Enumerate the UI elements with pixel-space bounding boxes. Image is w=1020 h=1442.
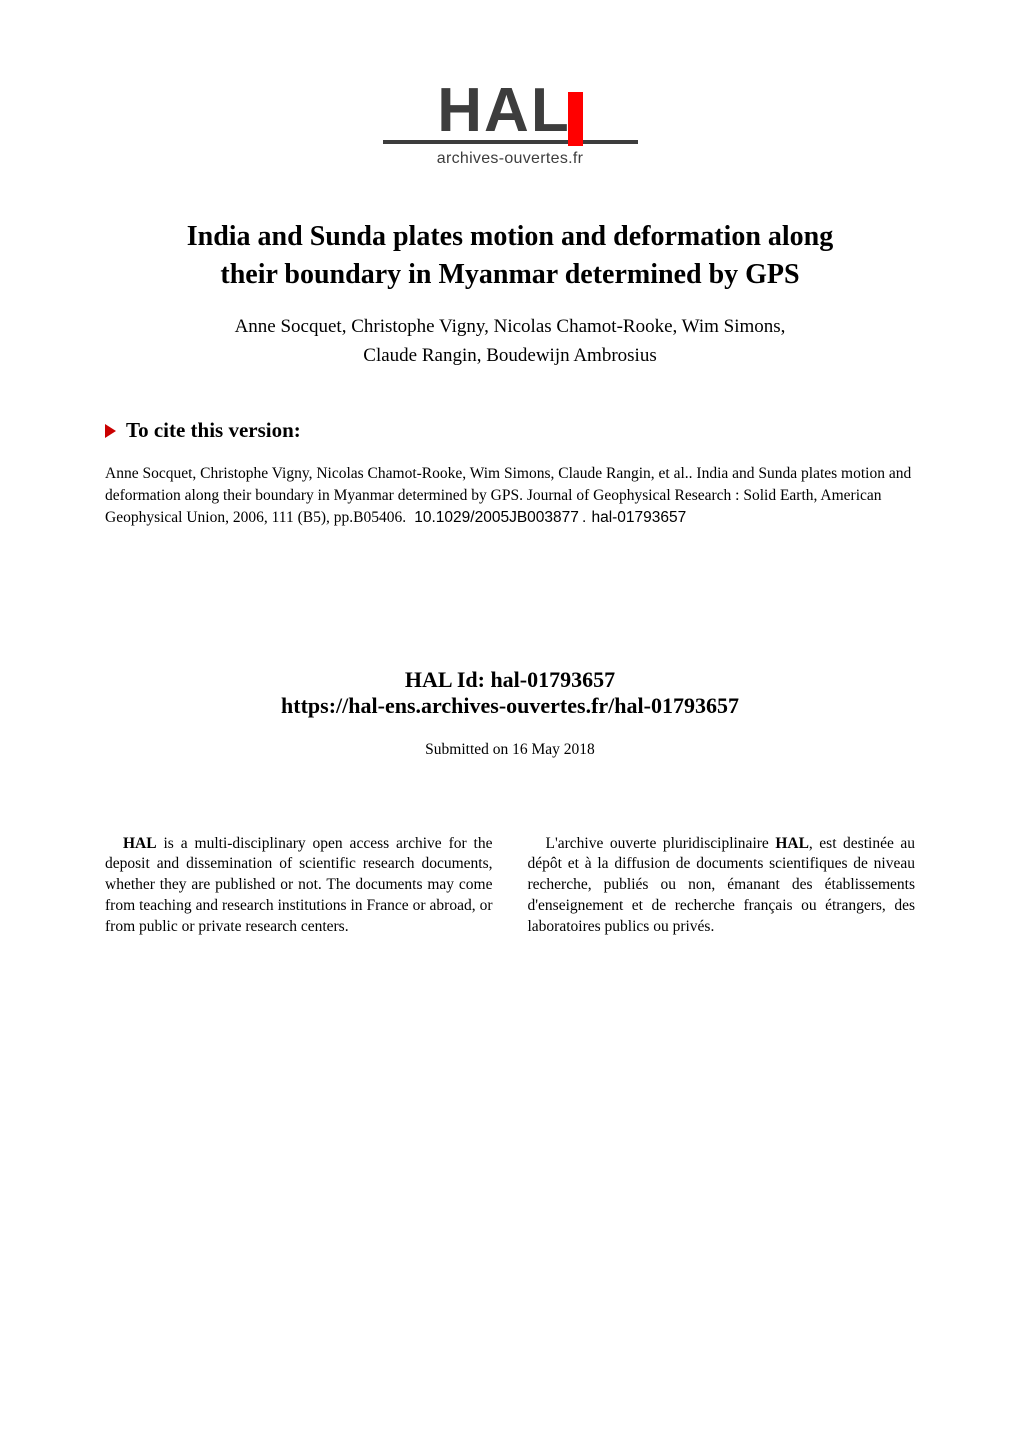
triangle-right-icon bbox=[105, 424, 116, 438]
description-en: is a multi-disciplinary open access arch… bbox=[105, 835, 493, 936]
hal-bold-fr: HAL bbox=[775, 835, 809, 852]
description-column-left: HAL is a multi-disciplinary open access … bbox=[105, 834, 493, 939]
authors-line-2: Claude Rangin, Boudewijn Ambrosius bbox=[363, 345, 656, 366]
description-column-right: L'archive ouverte pluridisciplinaire HAL… bbox=[528, 834, 916, 939]
citation-text: Anne Socquet, Christophe Vigny, Nicolas … bbox=[105, 463, 915, 528]
hal-url: https://hal-ens.archives-ouvertes.fr/hal… bbox=[105, 693, 915, 719]
title-line-2: their boundary in Myanmar determined by … bbox=[220, 259, 799, 290]
paper-title: India and Sunda plates motion and deform… bbox=[105, 218, 915, 294]
hal-logo-subtitle: archives-ouvertes.fr bbox=[383, 150, 638, 168]
title-line-1: India and Sunda plates motion and deform… bbox=[187, 221, 834, 252]
hal-logo-accent bbox=[568, 92, 583, 146]
cite-heading: To cite this version: bbox=[126, 418, 301, 442]
hal-id-section: HAL Id: hal-01793657 https://hal-ens.arc… bbox=[105, 667, 915, 719]
hal-logo-section: HAL archives-ouvertes.fr bbox=[105, 75, 915, 168]
description-columns: HAL is a multi-disciplinary open access … bbox=[105, 834, 915, 939]
citation-doi: 10.1029/2005JB003877 . bbox=[410, 509, 586, 526]
hal-id-label: HAL Id: hal-01793657 bbox=[105, 667, 915, 693]
hal-logo: HAL archives-ouvertes.fr bbox=[383, 75, 638, 168]
hal-logo-text: HAL bbox=[437, 76, 570, 145]
paper-authors: Anne Socquet, Christophe Vigny, Nicolas … bbox=[105, 312, 915, 371]
cite-section: To cite this version: bbox=[105, 418, 915, 443]
description-fr-1: L'archive ouverte pluridisciplinaire bbox=[528, 835, 776, 852]
authors-line-1: Anne Socquet, Christophe Vigny, Nicolas … bbox=[235, 316, 786, 337]
submitted-date: Submitted on 16 May 2018 bbox=[105, 741, 915, 759]
hal-bold-en: HAL bbox=[123, 835, 157, 852]
citation-hal-id: hal-01793657​ bbox=[590, 509, 686, 526]
